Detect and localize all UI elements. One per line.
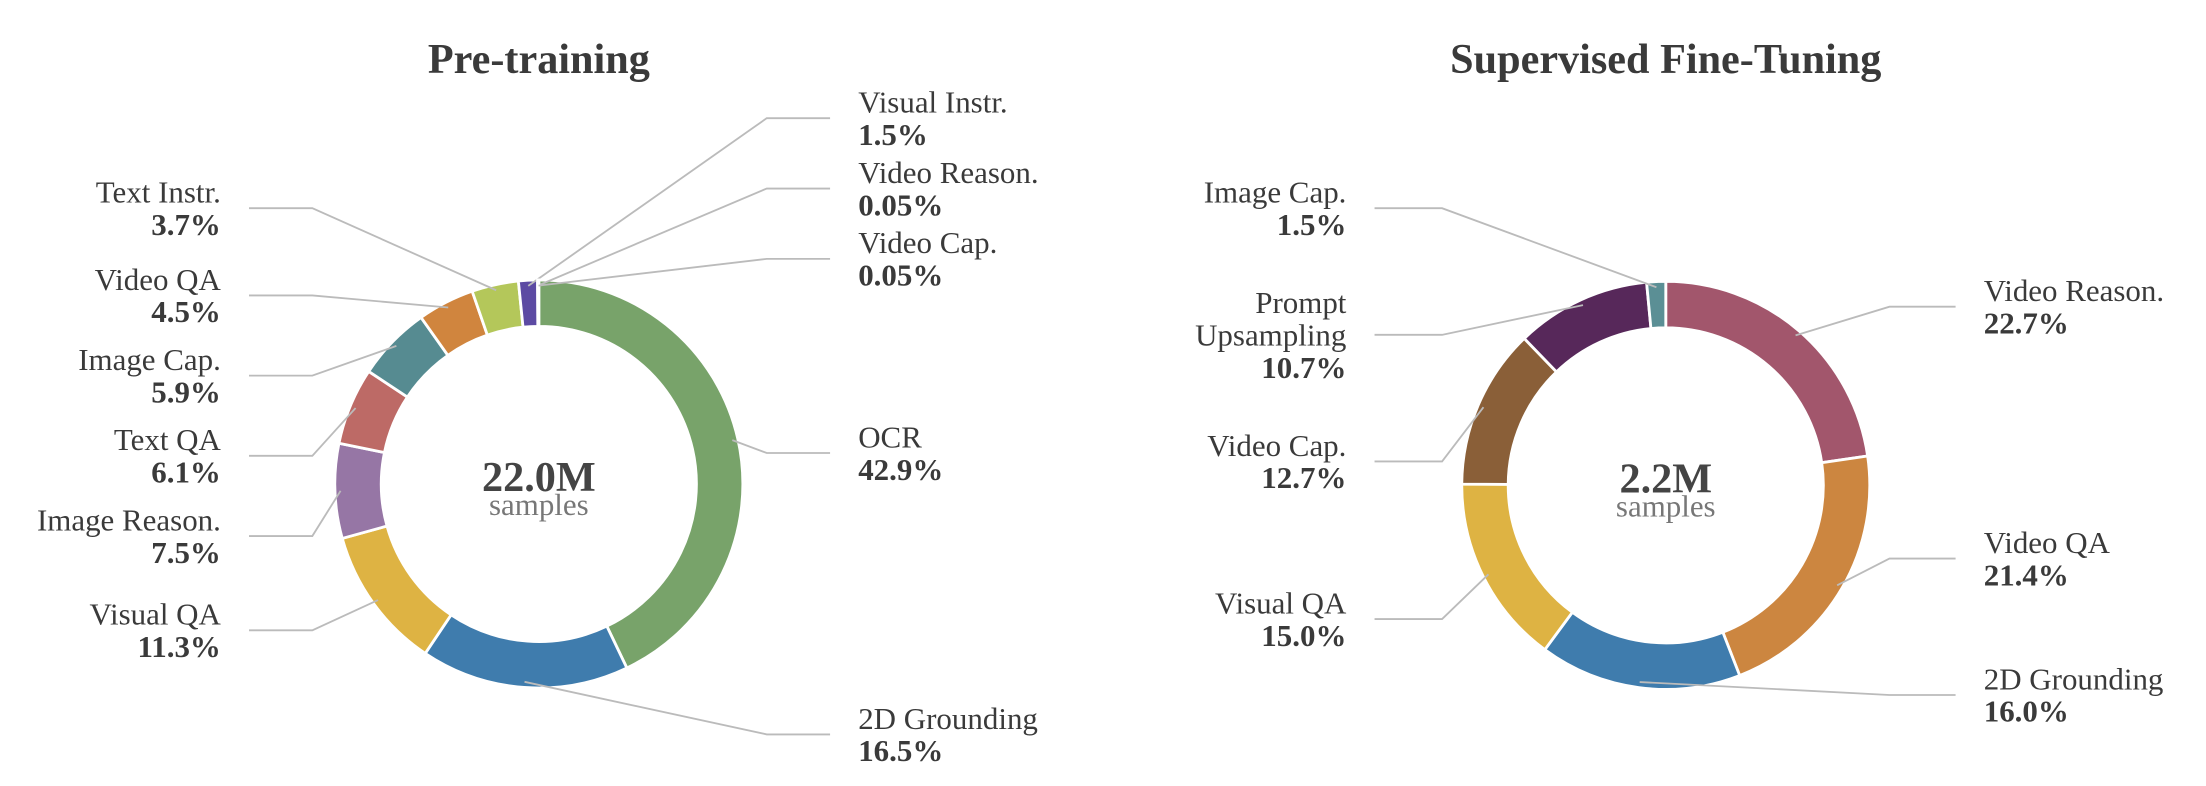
center-sublabel: samples bbox=[1616, 488, 1716, 523]
value-label: 4.5% bbox=[151, 294, 221, 330]
category-name: Video Reason. bbox=[1983, 272, 2165, 309]
category-name: Video Cap. bbox=[1207, 427, 1347, 463]
slice-label: Prompt Upsampling 10.7% bbox=[1195, 286, 1346, 383]
leader-line bbox=[524, 680, 831, 736]
donut-slice bbox=[1522, 280, 1653, 374]
value-label: 0.05% bbox=[858, 187, 944, 223]
center-sublabel: samples bbox=[489, 487, 589, 522]
category-name: Video Cap. bbox=[858, 225, 998, 261]
chart-title: Supervised Fine-Tuning bbox=[1450, 36, 1882, 84]
category-name: Prompt Upsampling bbox=[1195, 284, 1347, 353]
category-name: Video QA bbox=[94, 261, 221, 297]
value-label: 7.5% bbox=[151, 534, 221, 570]
donut-slice bbox=[1645, 279, 1668, 331]
category-name: Visual QA bbox=[89, 596, 221, 632]
value-label: 22.7% bbox=[1983, 305, 2069, 341]
donut-slice bbox=[1460, 336, 1559, 486]
value-label: 21.4% bbox=[1983, 557, 2069, 593]
leader-line bbox=[538, 257, 831, 287]
donut-slice bbox=[340, 524, 454, 656]
category-name: Image Cap. bbox=[78, 341, 221, 378]
value-label: 12.7% bbox=[1261, 460, 1347, 496]
leader-line bbox=[249, 490, 342, 537]
leader-line bbox=[1795, 305, 1956, 337]
value-label: 16.0% bbox=[1983, 693, 2069, 729]
slice-label: Video QA 4.5% bbox=[95, 263, 221, 328]
slice-label: Video Cap. 12.7% bbox=[1207, 429, 1346, 494]
donut-slice bbox=[1721, 454, 1872, 678]
slice-label: Image Cap. 1.5% bbox=[1204, 176, 1347, 241]
leader-line bbox=[731, 439, 831, 454]
center-label: 2.2M bbox=[1619, 455, 1712, 502]
category-name: Image Reason. bbox=[36, 502, 221, 538]
category-name: 2D Grounding bbox=[1983, 661, 2164, 697]
value-label: 1.5% bbox=[1276, 206, 1347, 242]
category-name: OCR bbox=[858, 419, 922, 455]
value-label: 42.9% bbox=[858, 451, 944, 487]
chart-title: Pre-training bbox=[427, 36, 650, 84]
leader-line bbox=[537, 187, 831, 287]
leader-line bbox=[1639, 681, 1956, 696]
value-label: 1.5% bbox=[858, 116, 928, 152]
donut-slice bbox=[1664, 279, 1870, 465]
value-label: 6.1% bbox=[151, 454, 221, 490]
center-label: 22.0M bbox=[482, 454, 596, 501]
value-label: 3.7% bbox=[151, 206, 221, 242]
donut-slice bbox=[536, 278, 541, 328]
category-name: Text Instr. bbox=[95, 174, 221, 210]
slice-label: Video Cap. 0.05% bbox=[858, 227, 997, 292]
leader-line bbox=[1374, 207, 1657, 289]
slice-label: Text Instr. 3.7% bbox=[96, 176, 221, 241]
leader-line bbox=[1374, 406, 1485, 463]
category-name: Visual Instr. bbox=[858, 84, 1008, 120]
leader-line bbox=[249, 207, 497, 292]
slice-label: Image Reason. 7.5% bbox=[37, 504, 221, 569]
slice-label: Image Cap. 5.9% bbox=[78, 343, 221, 408]
leader-line bbox=[1374, 573, 1490, 620]
leader-line bbox=[249, 407, 357, 457]
donut-slice bbox=[1542, 610, 1742, 691]
slice-label: Video Reason. 0.05% bbox=[858, 156, 1038, 221]
donut-slice bbox=[1460, 482, 1575, 652]
value-label: 10.7% bbox=[1261, 349, 1347, 385]
leader-line bbox=[249, 345, 397, 377]
category-name: Image Cap. bbox=[1203, 174, 1347, 210]
donut-slice bbox=[516, 278, 540, 329]
slice-label: Visual Instr. 1.5% bbox=[858, 86, 1007, 151]
value-label: 15.0% bbox=[1261, 617, 1347, 653]
category-name: Video QA bbox=[1983, 524, 2110, 560]
category-name: 2D Grounding bbox=[858, 700, 1038, 736]
donut-slice bbox=[333, 441, 389, 541]
leader-line bbox=[249, 599, 379, 632]
leader-line bbox=[249, 294, 449, 309]
value-label: 0.05% bbox=[858, 257, 944, 293]
slice-label: Text QA 6.1% bbox=[114, 423, 221, 488]
slice-label: OCR 42.9% bbox=[858, 421, 943, 486]
slice-label: Video QA 21.4% bbox=[1984, 526, 2110, 591]
donut-slice bbox=[423, 612, 629, 690]
value-label: 11.3% bbox=[137, 628, 221, 665]
category-name: Video Reason. bbox=[858, 154, 1039, 190]
donut-slice bbox=[537, 278, 745, 670]
slice-label: 2D Grounding 16.5% bbox=[858, 702, 1038, 767]
slice-label: Visual QA 15.0% bbox=[1215, 587, 1346, 652]
slice-label: Visual QA 11.3% bbox=[89, 598, 220, 663]
category-name: Visual QA bbox=[1214, 585, 1347, 621]
leader-line bbox=[1374, 304, 1584, 336]
leader-line bbox=[1836, 557, 1956, 587]
value-label: 16.5% bbox=[858, 732, 944, 769]
leader-line bbox=[527, 117, 831, 287]
category-name: Text QA bbox=[113, 422, 221, 458]
slice-label: Video Reason. 22.7% bbox=[1984, 274, 2164, 339]
value-label: 5.9% bbox=[151, 374, 221, 410]
slice-label: 2D Grounding 16.0% bbox=[1984, 663, 2164, 728]
